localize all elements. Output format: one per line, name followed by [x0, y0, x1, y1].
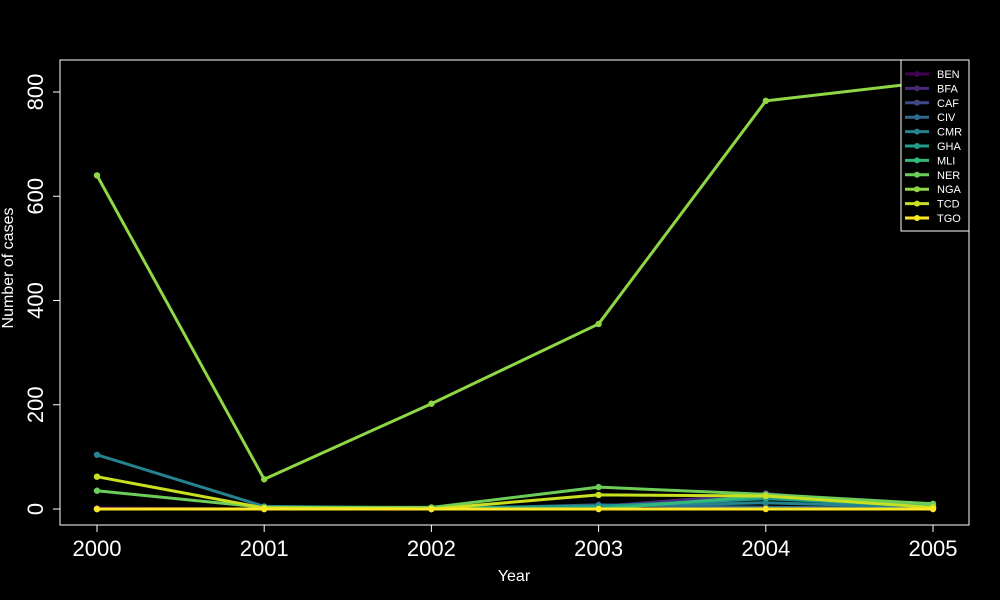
series-line [96, 485, 934, 509]
legend-label: BFA [937, 83, 958, 95]
data-point [595, 505, 602, 513]
x-axis-title: Year [498, 568, 531, 585]
legend-item-mli: MLI [905, 155, 955, 167]
data-point [428, 505, 435, 513]
legend-marker [914, 71, 920, 77]
legend-marker [914, 114, 920, 121]
legend: BEN BFA CAF CIV CMR GHA MLI NER NGA TCD TGO [900, 59, 970, 232]
legend-item-nga: NGA [905, 184, 962, 196]
legend-label: NGA [937, 184, 962, 196]
data-point [762, 97, 769, 105]
legend-item-cmr: CMR [905, 127, 962, 139]
legend-item-tcd: TCD [905, 199, 960, 211]
legend-label: BEN [937, 69, 960, 81]
data-point [93, 473, 101, 480]
legend-item-caf: CAF [905, 98, 959, 110]
y-axis: 0 200 400 600 800 [23, 74, 61, 515]
legend-marker [914, 171, 920, 178]
data-point [93, 505, 101, 513]
x-tick-label: 2005 [909, 536, 958, 561]
legend-label: CAF [937, 98, 959, 110]
x-tick-label: 2001 [240, 536, 289, 561]
data-point [595, 491, 602, 499]
data-point [93, 487, 101, 494]
series-line [95, 80, 934, 481]
plot-frame [59, 59, 970, 526]
legend-marker [914, 215, 920, 221]
data-point [762, 492, 769, 500]
legend-marker [914, 186, 920, 193]
series-tgo [93, 505, 937, 513]
legend-item-ben: BEN [905, 69, 960, 81]
data-point [595, 320, 602, 328]
data-point [261, 505, 268, 513]
legend-item-civ: CIV [905, 112, 956, 124]
series-line [96, 475, 934, 511]
y-tick-label: 400 [23, 282, 48, 319]
x-axis: 2000 2001 2002 2003 2004 2005 [73, 524, 958, 561]
data-point [428, 400, 435, 407]
legend-item-gha: GHA [905, 141, 962, 153]
data-point [93, 172, 101, 179]
x-tick-label: 2004 [741, 536, 790, 561]
y-tick-label: 600 [23, 178, 48, 215]
legend-marker [914, 128, 920, 135]
legend-label: MLI [937, 155, 955, 167]
legend-item-tgo: TGO [905, 213, 961, 225]
legend-marker [914, 85, 920, 92]
legend-label: TCD [937, 199, 960, 211]
y-tick-label: 200 [23, 386, 48, 423]
legend-marker [914, 157, 920, 164]
x-tick-label: 2000 [73, 536, 122, 561]
data-point [762, 505, 769, 513]
data-point [595, 483, 602, 491]
legend-label: GHA [937, 141, 962, 153]
y-tick-label: 800 [23, 74, 48, 111]
series-nga [93, 78, 937, 483]
legend-label: NER [937, 170, 960, 182]
legend-label: TGO [937, 213, 961, 225]
y-axis-title: Number of cases [0, 208, 17, 329]
legend-item-ner: NER [905, 170, 960, 182]
legend-marker [914, 200, 920, 207]
data-point [93, 451, 101, 458]
data-point [261, 476, 268, 483]
y-tick-label: 0 [23, 503, 48, 515]
legend-marker [914, 99, 920, 106]
legend-item-bfa: BFA [905, 83, 958, 95]
x-tick-label: 2003 [574, 536, 623, 561]
legend-marker [914, 143, 920, 149]
series-layer [93, 78, 937, 513]
legend-label: CMR [937, 127, 962, 139]
x-tick-label: 2002 [407, 536, 456, 561]
legend-label: CIV [937, 112, 956, 124]
data-point [929, 505, 937, 513]
